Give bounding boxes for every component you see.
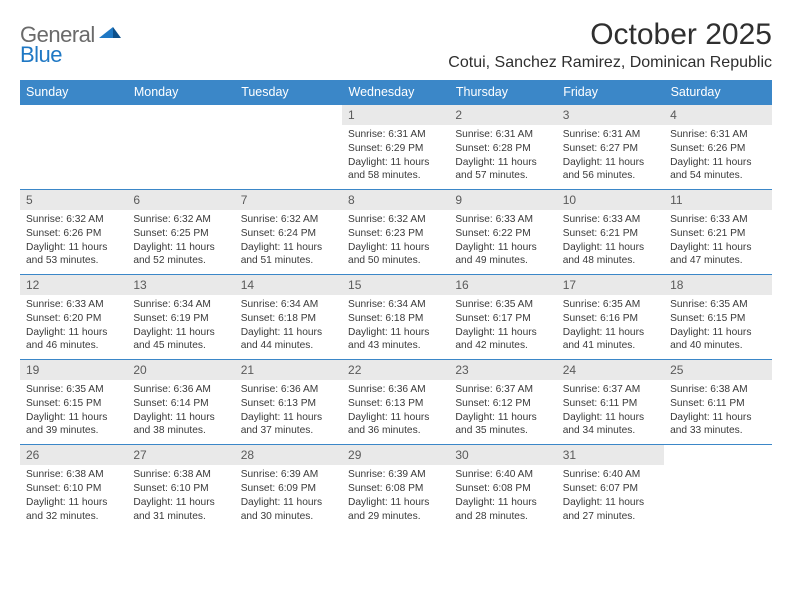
calendar-table: SundayMondayTuesdayWednesdayThursdayFrid…	[20, 80, 772, 529]
day-number-row: 262728293031	[20, 445, 772, 466]
weekday-header: Saturday	[664, 80, 771, 105]
day-detail-row: Sunrise: 6:38 AMSunset: 6:10 PMDaylight:…	[20, 465, 772, 529]
weekday-header: Friday	[557, 80, 664, 105]
day-number-cell: 26	[20, 445, 127, 466]
day-detail-cell: Sunrise: 6:33 AMSunset: 6:21 PMDaylight:…	[664, 210, 771, 275]
logo-line2: Blue	[20, 42, 62, 68]
day-detail-cell: Sunrise: 6:40 AMSunset: 6:08 PMDaylight:…	[449, 465, 556, 529]
day-detail-cell	[127, 125, 234, 190]
day-number-cell: 24	[557, 360, 664, 381]
page-header: General October 2025 Cotui, Sanchez Rami…	[20, 18, 772, 72]
day-detail-cell: Sunrise: 6:31 AMSunset: 6:29 PMDaylight:…	[342, 125, 449, 190]
weekday-header: Monday	[127, 80, 234, 105]
day-number-cell: 25	[664, 360, 771, 381]
day-number-row: 1234	[20, 105, 772, 126]
day-detail-cell	[235, 125, 342, 190]
day-detail-cell: Sunrise: 6:34 AMSunset: 6:18 PMDaylight:…	[342, 295, 449, 360]
day-number-cell: 14	[235, 275, 342, 296]
day-number-cell: 17	[557, 275, 664, 296]
day-detail-cell: Sunrise: 6:39 AMSunset: 6:09 PMDaylight:…	[235, 465, 342, 529]
day-number-cell: 8	[342, 190, 449, 211]
day-number-cell: 19	[20, 360, 127, 381]
day-number-cell: 12	[20, 275, 127, 296]
day-detail-cell: Sunrise: 6:33 AMSunset: 6:21 PMDaylight:…	[557, 210, 664, 275]
day-number-cell: 30	[449, 445, 556, 466]
day-number-cell	[664, 445, 771, 466]
day-detail-cell: Sunrise: 6:34 AMSunset: 6:19 PMDaylight:…	[127, 295, 234, 360]
day-number-cell	[235, 105, 342, 126]
day-detail-cell: Sunrise: 6:32 AMSunset: 6:26 PMDaylight:…	[20, 210, 127, 275]
calendar-header-row: SundayMondayTuesdayWednesdayThursdayFrid…	[20, 80, 772, 105]
weekday-header: Sunday	[20, 80, 127, 105]
day-detail-cell	[664, 465, 771, 529]
day-number-cell: 27	[127, 445, 234, 466]
location-subtitle: Cotui, Sanchez Ramirez, Dominican Republ…	[448, 54, 772, 72]
month-title: October 2025	[448, 18, 772, 52]
day-detail-cell	[20, 125, 127, 190]
day-number-cell: 28	[235, 445, 342, 466]
logo-text-blue: Blue	[20, 42, 62, 67]
day-number-cell: 21	[235, 360, 342, 381]
day-number-row: 567891011	[20, 190, 772, 211]
day-number-cell: 11	[664, 190, 771, 211]
day-number-cell: 20	[127, 360, 234, 381]
day-number-cell	[127, 105, 234, 126]
title-block: October 2025 Cotui, Sanchez Ramirez, Dom…	[448, 18, 772, 72]
day-number-cell: 23	[449, 360, 556, 381]
day-detail-cell: Sunrise: 6:36 AMSunset: 6:13 PMDaylight:…	[235, 380, 342, 445]
day-number-cell: 1	[342, 105, 449, 126]
day-detail-cell: Sunrise: 6:31 AMSunset: 6:26 PMDaylight:…	[664, 125, 771, 190]
day-detail-cell: Sunrise: 6:33 AMSunset: 6:22 PMDaylight:…	[449, 210, 556, 275]
day-detail-row: Sunrise: 6:35 AMSunset: 6:15 PMDaylight:…	[20, 380, 772, 445]
weekday-header: Wednesday	[342, 80, 449, 105]
day-number-cell: 9	[449, 190, 556, 211]
day-number-cell: 7	[235, 190, 342, 211]
calendar-page: General October 2025 Cotui, Sanchez Rami…	[0, 0, 792, 529]
day-detail-cell: Sunrise: 6:37 AMSunset: 6:11 PMDaylight:…	[557, 380, 664, 445]
day-detail-cell: Sunrise: 6:34 AMSunset: 6:18 PMDaylight:…	[235, 295, 342, 360]
day-number-cell: 15	[342, 275, 449, 296]
weekday-header: Tuesday	[235, 80, 342, 105]
day-number-row: 19202122232425	[20, 360, 772, 381]
day-detail-cell: Sunrise: 6:38 AMSunset: 6:10 PMDaylight:…	[127, 465, 234, 529]
day-detail-cell: Sunrise: 6:32 AMSunset: 6:25 PMDaylight:…	[127, 210, 234, 275]
day-detail-cell: Sunrise: 6:35 AMSunset: 6:15 PMDaylight:…	[664, 295, 771, 360]
day-detail-cell: Sunrise: 6:39 AMSunset: 6:08 PMDaylight:…	[342, 465, 449, 529]
day-number-cell: 5	[20, 190, 127, 211]
day-number-cell	[20, 105, 127, 126]
weekday-header: Thursday	[449, 80, 556, 105]
day-number-cell: 2	[449, 105, 556, 126]
day-number-cell: 16	[449, 275, 556, 296]
day-number-cell: 29	[342, 445, 449, 466]
day-number-row: 12131415161718	[20, 275, 772, 296]
calendar-body: 1234Sunrise: 6:31 AMSunset: 6:29 PMDayli…	[20, 105, 772, 530]
day-detail-cell: Sunrise: 6:36 AMSunset: 6:14 PMDaylight:…	[127, 380, 234, 445]
day-number-cell: 22	[342, 360, 449, 381]
day-detail-cell: Sunrise: 6:40 AMSunset: 6:07 PMDaylight:…	[557, 465, 664, 529]
day-detail-cell: Sunrise: 6:38 AMSunset: 6:11 PMDaylight:…	[664, 380, 771, 445]
day-detail-cell: Sunrise: 6:31 AMSunset: 6:27 PMDaylight:…	[557, 125, 664, 190]
day-detail-cell: Sunrise: 6:37 AMSunset: 6:12 PMDaylight:…	[449, 380, 556, 445]
day-number-cell: 3	[557, 105, 664, 126]
day-detail-cell: Sunrise: 6:35 AMSunset: 6:17 PMDaylight:…	[449, 295, 556, 360]
day-detail-cell: Sunrise: 6:31 AMSunset: 6:28 PMDaylight:…	[449, 125, 556, 190]
day-number-cell: 18	[664, 275, 771, 296]
day-detail-row: Sunrise: 6:33 AMSunset: 6:20 PMDaylight:…	[20, 295, 772, 360]
day-detail-cell: Sunrise: 6:36 AMSunset: 6:13 PMDaylight:…	[342, 380, 449, 445]
day-detail-cell: Sunrise: 6:38 AMSunset: 6:10 PMDaylight:…	[20, 465, 127, 529]
day-number-cell: 10	[557, 190, 664, 211]
day-detail-cell: Sunrise: 6:35 AMSunset: 6:15 PMDaylight:…	[20, 380, 127, 445]
day-detail-cell: Sunrise: 6:32 AMSunset: 6:24 PMDaylight:…	[235, 210, 342, 275]
logo-mark-icon	[99, 24, 121, 47]
day-number-cell: 4	[664, 105, 771, 126]
day-detail-cell: Sunrise: 6:33 AMSunset: 6:20 PMDaylight:…	[20, 295, 127, 360]
day-number-cell: 13	[127, 275, 234, 296]
day-detail-cell: Sunrise: 6:35 AMSunset: 6:16 PMDaylight:…	[557, 295, 664, 360]
day-detail-row: Sunrise: 6:32 AMSunset: 6:26 PMDaylight:…	[20, 210, 772, 275]
day-number-cell: 6	[127, 190, 234, 211]
day-number-cell: 31	[557, 445, 664, 466]
day-detail-row: Sunrise: 6:31 AMSunset: 6:29 PMDaylight:…	[20, 125, 772, 190]
day-detail-cell: Sunrise: 6:32 AMSunset: 6:23 PMDaylight:…	[342, 210, 449, 275]
